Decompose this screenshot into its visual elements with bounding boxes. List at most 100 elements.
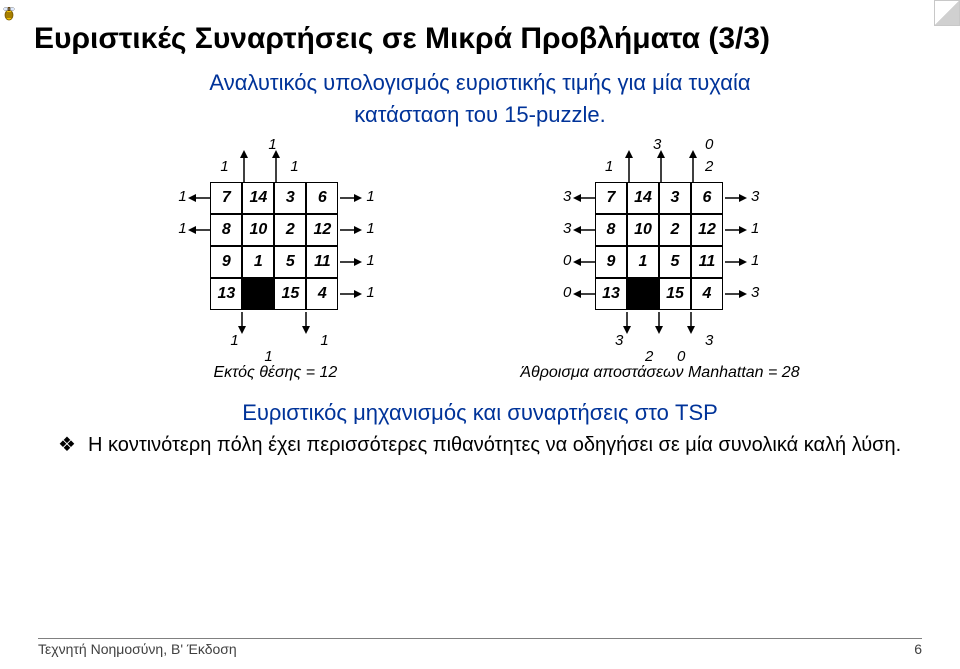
arrow-right-icon: [725, 258, 747, 266]
ann-left-r3: 0: [563, 284, 571, 301]
ann-right-r2: 1: [366, 252, 374, 269]
arrow-right-icon: [725, 290, 747, 298]
ann-left-r1: 1: [178, 220, 186, 237]
slide: Ευριστικές Συναρτήσεις σε Μικρά Προβλήμα…: [0, 0, 960, 669]
bullet-text: Η κοντινότερη πόλη έχει περισσότερες πιθ…: [88, 432, 901, 458]
ann-left-r1: 3: [563, 220, 571, 237]
arrow-down-icon: [623, 312, 631, 334]
arrow-up-icon: [657, 150, 665, 182]
ann-right-r0: 1: [366, 188, 374, 205]
arrow-left-icon: [573, 290, 595, 298]
ann-top-r25: 1: [290, 158, 298, 175]
arrow-up-icon: [240, 150, 248, 182]
cell: 8: [210, 214, 242, 246]
page-curl-icon: [934, 0, 960, 26]
bullet-row: ❖ Η κοντινότερη πόλη έχει περισσότερες π…: [34, 432, 926, 458]
ann-top-r25: 2: [705, 158, 713, 175]
cell: 3: [659, 182, 691, 214]
arrow-down-icon: [655, 312, 663, 334]
arrow-left-icon: [573, 258, 595, 266]
cell: 4: [306, 278, 338, 310]
cell: 12: [306, 214, 338, 246]
cell: 2: [659, 214, 691, 246]
bee-icon: [2, 4, 16, 22]
cell: 7: [210, 182, 242, 214]
cell: 5: [659, 246, 691, 278]
arrow-right-icon: [725, 194, 747, 202]
slide-title: Ευριστικές Συναρτήσεις σε Μικρά Προβλήμα…: [34, 22, 926, 55]
figure-pair: 1 1 1 1 1 1 1 1 1 1: [34, 132, 926, 382]
caption-left: Εκτός θέσης = 12: [213, 364, 337, 382]
ann-right-r3: 1: [366, 284, 374, 301]
cell: 12: [691, 214, 723, 246]
figure-left-region: 1 1 1 1 1 1 1 1 1 1: [160, 132, 390, 362]
ann-bot-l25: 3: [615, 332, 623, 349]
cell: 10: [242, 214, 274, 246]
ann-left-r0: 3: [563, 188, 571, 205]
cell: 9: [595, 246, 627, 278]
cell: 7: [595, 182, 627, 214]
ann-top-l25: 1: [220, 158, 228, 175]
cell: 14: [627, 182, 659, 214]
ann-bot-r25: 3: [705, 332, 713, 349]
cell: 9: [210, 246, 242, 278]
cell-empty: [627, 278, 659, 310]
cell: 1: [627, 246, 659, 278]
ann-top-extra: 0: [705, 136, 713, 153]
cell: 14: [242, 182, 274, 214]
ann-left-r0: 1: [178, 188, 186, 205]
cell: 2: [274, 214, 306, 246]
ann-bot-midr: 0: [677, 348, 685, 365]
arrow-up-icon: [272, 150, 280, 182]
cell: 4: [691, 278, 723, 310]
puzzle-grid-left: 7 14 3 6 8 10 2 12 9 1 5 11 13 15 4: [210, 182, 338, 310]
cell: 3: [274, 182, 306, 214]
ann-right-r3: 3: [751, 284, 759, 301]
cell-empty: [242, 278, 274, 310]
tsp-heading: Ευριστικός μηχανισμός και συναρτήσεις στ…: [34, 400, 926, 426]
arrow-up-icon: [689, 150, 697, 182]
arrow-down-icon: [687, 312, 695, 334]
cell: 11: [306, 246, 338, 278]
cell: 11: [691, 246, 723, 278]
figure-right: 3 0 1 2 3 3 0 0 3 1 1 3: [520, 132, 799, 382]
figure-left: 1 1 1 1 1 1 1 1 1 1: [160, 132, 390, 382]
arrow-right-icon: [340, 194, 362, 202]
cell: 5: [274, 246, 306, 278]
cell: 15: [274, 278, 306, 310]
cell: 13: [595, 278, 627, 310]
caption-right: Άθροισμα αποστάσεων Manhattan = 28: [520, 364, 799, 382]
cell: 6: [306, 182, 338, 214]
cell: 15: [659, 278, 691, 310]
cell: 8: [595, 214, 627, 246]
footer-left: Τεχνητή Νοημοσύνη, Β' Έκδοση: [38, 641, 237, 657]
ann-top-l25: 1: [605, 158, 613, 175]
arrow-left-icon: [573, 226, 595, 234]
arrow-down-icon: [238, 312, 246, 334]
footer-page-number: 6: [914, 641, 922, 657]
ann-right-r2: 1: [751, 252, 759, 269]
bullet-icon: ❖: [58, 432, 76, 458]
arrow-left-icon: [188, 194, 210, 202]
ann-bot-l25: 1: [230, 332, 238, 349]
arrow-left-icon: [188, 226, 210, 234]
figure-right-region: 3 0 1 2 3 3 0 0 3 1 1 3: [545, 132, 775, 362]
ann-bot-midl: 2: [645, 348, 653, 365]
arrow-right-icon: [340, 258, 362, 266]
ann-right-r1: 1: [366, 220, 374, 237]
cell: 1: [242, 246, 274, 278]
slide-subtitle-line-1: Αναλυτικός υπολογισμός ευριστικής τιμής …: [34, 69, 926, 97]
slide-subtitle-line-2: κατάσταση του 15-puzzle.: [34, 101, 926, 129]
arrow-right-icon: [340, 290, 362, 298]
arrow-up-icon: [625, 150, 633, 182]
arrow-down-icon: [302, 312, 310, 334]
arrow-right-icon: [725, 226, 747, 234]
ann-right-r1: 1: [751, 220, 759, 237]
ann-right-r0: 3: [751, 188, 759, 205]
cell: 13: [210, 278, 242, 310]
ann-bot-mid: 1: [264, 348, 272, 365]
ann-bot-r25: 1: [320, 332, 328, 349]
cell: 6: [691, 182, 723, 214]
ann-left-r2: 0: [563, 252, 571, 269]
cell: 10: [627, 214, 659, 246]
